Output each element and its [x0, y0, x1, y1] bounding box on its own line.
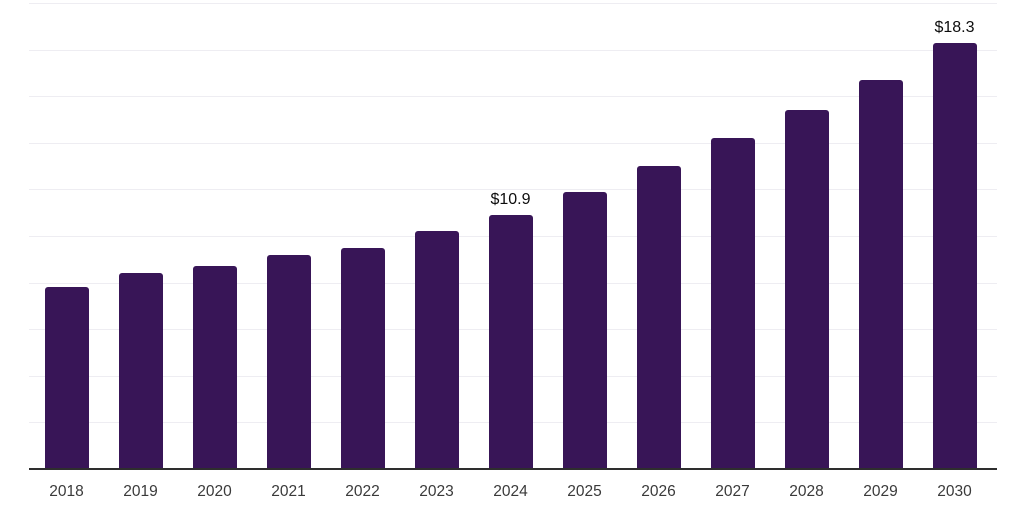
bar: [266, 254, 311, 469]
x-tick-label: 2021: [271, 483, 306, 500]
x-tick-label: 2025: [567, 483, 602, 500]
bar-value-label: $18.3: [934, 18, 975, 36]
bar: [414, 231, 459, 469]
bar: [488, 215, 533, 469]
gridline: [29, 3, 997, 4]
x-tick-label: 2030: [937, 483, 972, 500]
bar: [192, 266, 237, 469]
bar-value-label: $10.9: [490, 191, 531, 209]
x-tick-label: 2029: [863, 483, 898, 500]
x-tick-label: 2027: [715, 483, 750, 500]
x-tick-label: 2019: [123, 483, 158, 500]
bar: [118, 273, 163, 469]
x-tick-label: 2026: [641, 483, 676, 500]
x-tick-label: 2028: [789, 483, 824, 500]
bar: [858, 79, 903, 469]
x-tick-label: 2018: [49, 483, 84, 500]
gridline: [29, 142, 997, 144]
bar: [44, 287, 89, 469]
bar: [340, 247, 385, 469]
gridline: [29, 49, 997, 51]
x-tick-label: 2022: [345, 483, 380, 500]
x-axis-line: [29, 468, 997, 470]
bar: [562, 191, 607, 469]
bar: [636, 166, 681, 469]
bar: [932, 42, 977, 469]
x-tick-label: 2024: [493, 483, 528, 500]
x-tick-label: 2023: [419, 483, 454, 500]
gridline: [29, 96, 997, 98]
x-tick-label: 2020: [197, 483, 232, 500]
bar: [784, 110, 829, 469]
gridline: [29, 189, 997, 191]
bar: [710, 138, 755, 469]
